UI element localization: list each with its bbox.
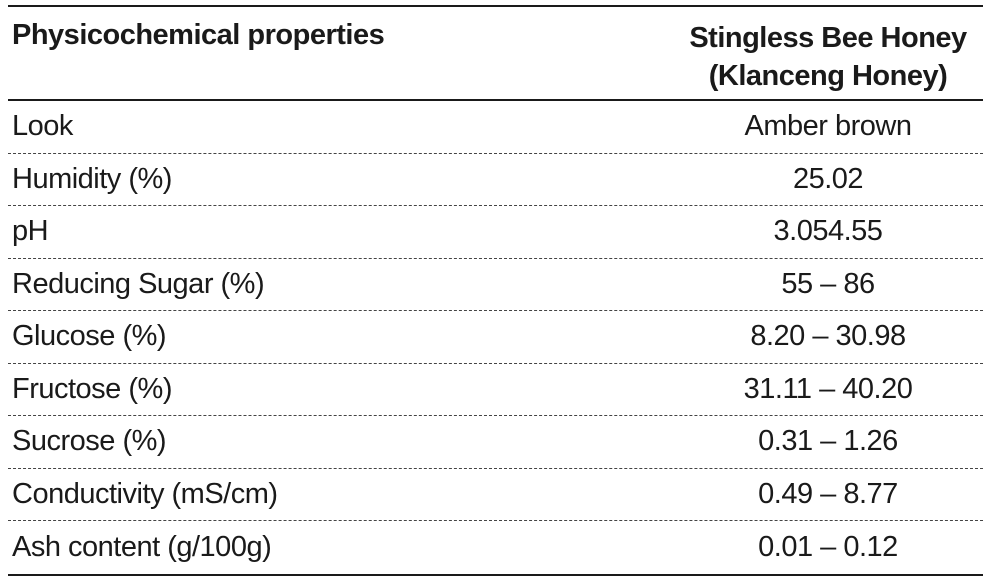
table-row: Ash content (g/100g) 0.01 – 0.12 [8, 521, 983, 574]
property-cell: pH [12, 215, 49, 248]
table-row: Glucose (%) 8.20 – 30.98 [8, 311, 983, 364]
value-cell: 0.31 – 1.26 [758, 425, 898, 458]
header-property-column: Physicochemical properties [12, 19, 385, 51]
table-row: Sucrose (%) 0.31 – 1.26 [8, 416, 983, 469]
table-row: pH 3.054.55 [8, 206, 983, 259]
table-row: Conductivity (mS/cm) 0.49 – 8.77 [8, 469, 983, 521]
header-value-line2: (Klanceng Honey) [708, 60, 948, 92]
table-row: Look Amber brown [8, 101, 983, 154]
header-value-line1: Stingless Bee Honey [689, 22, 967, 54]
properties-table: Physicochemical properties Stingless Bee… [8, 5, 983, 576]
property-cell: Fructose (%) [12, 372, 172, 405]
property-cell: Ash content (g/100g) [12, 530, 272, 563]
table-row: Fructose (%) 31.11 – 40.20 [8, 364, 983, 416]
header-value-column: Stingless Bee Honey (Klanceng Honey) [673, 7, 983, 99]
table-row: Humidity (%) 25.02 [8, 154, 983, 206]
value-cell: 0.49 – 8.77 [758, 477, 898, 510]
table-row: Reducing Sugar (%) 55 – 86 [8, 259, 983, 311]
value-cell: 55 – 86 [781, 267, 875, 300]
value-cell: 0.01 – 0.12 [758, 530, 898, 563]
property-cell: Conductivity (mS/cm) [12, 477, 278, 510]
property-cell: Sucrose (%) [12, 425, 167, 458]
value-cell: 25.02 [792, 162, 864, 195]
property-cell: Reducing Sugar (%) [12, 267, 265, 300]
table-header: Physicochemical properties Stingless Bee… [8, 7, 983, 101]
value-cell: 3.054.55 [773, 215, 883, 248]
property-cell: Look [12, 110, 73, 143]
value-cell: 31.11 – 40.20 [743, 372, 913, 405]
property-cell: Glucose (%) [12, 320, 167, 353]
value-cell: Amber brown [744, 110, 912, 143]
property-cell: Humidity (%) [12, 162, 172, 195]
value-cell: 8.20 – 30.98 [750, 320, 906, 353]
